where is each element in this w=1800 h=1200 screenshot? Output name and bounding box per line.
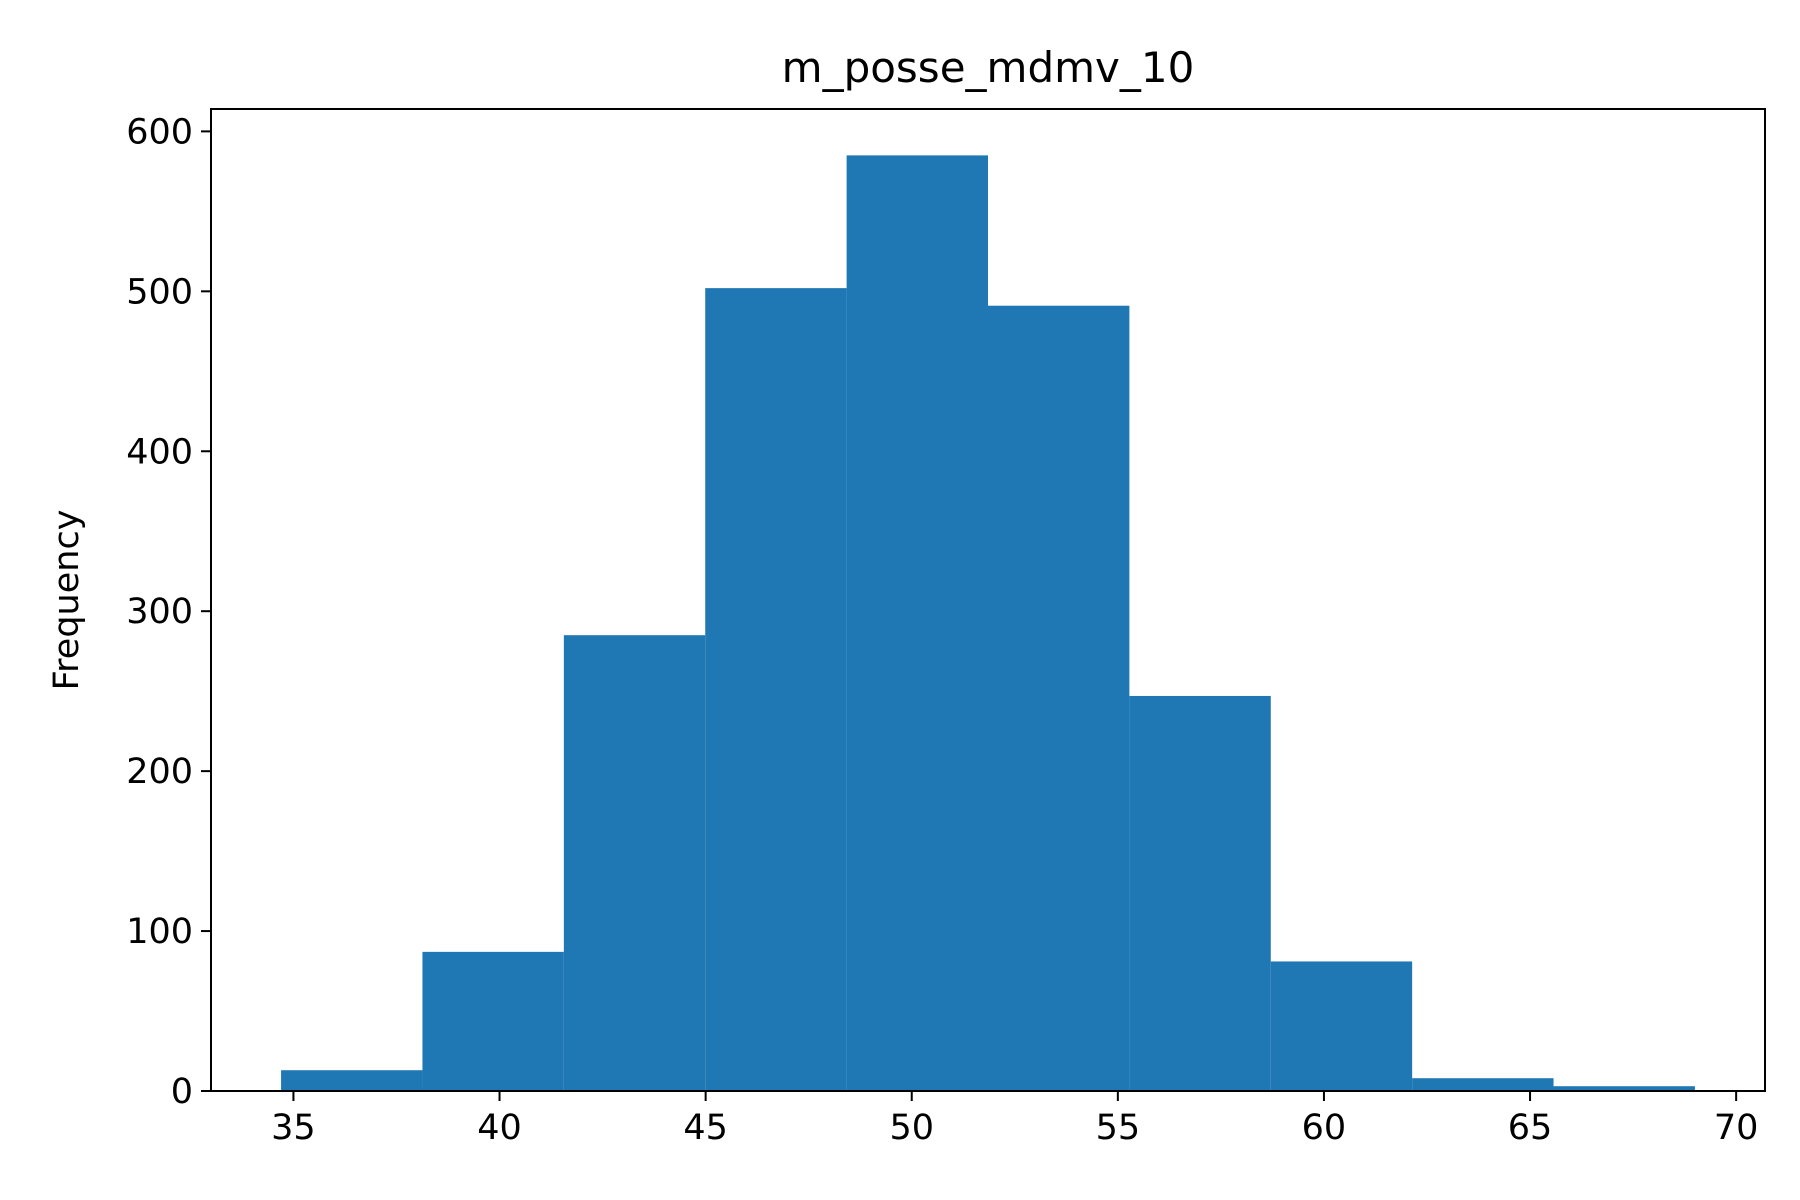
histogram-bar-9 — [1412, 1078, 1554, 1091]
x-tick-label: 60 — [1302, 1108, 1347, 1148]
histogram-bar-10 — [1553, 1086, 1695, 1091]
x-tick-label: 35 — [271, 1108, 316, 1148]
y-axis-ticks: 0 100 200 300 400 500 600 — [126, 112, 211, 1112]
histogram-bar-3 — [563, 635, 706, 1091]
histogram-bar-5 — [846, 155, 988, 1091]
histogram-bar-2 — [422, 951, 564, 1091]
histogram-bar-7 — [1129, 695, 1271, 1091]
x-tick-label: 65 — [1508, 1108, 1553, 1148]
y-axis-label: Frequency — [47, 510, 87, 691]
y-tick-label: 300 — [126, 592, 193, 632]
histogram-bar-4 — [705, 288, 847, 1091]
histogram-bar-6 — [988, 305, 1130, 1092]
chart-title: m_posse_mdmv_10 — [782, 43, 1195, 92]
x-tick-label: 70 — [1714, 1108, 1759, 1148]
x-tick-label: 50 — [889, 1108, 934, 1148]
histogram-bar-1 — [281, 1070, 423, 1091]
x-axis-ticks: 35 40 45 50 55 60 65 70 — [271, 1091, 1758, 1148]
x-tick-label: 55 — [1096, 1108, 1141, 1148]
y-tick-label: 200 — [126, 752, 193, 792]
bars-group — [281, 155, 1695, 1092]
y-tick-label: 0 — [171, 1072, 193, 1112]
y-tick-label: 600 — [126, 112, 193, 152]
y-tick-label: 500 — [126, 272, 193, 312]
y-tick-label: 400 — [126, 432, 193, 472]
x-tick-label: 40 — [477, 1108, 522, 1148]
x-tick-label: 45 — [683, 1108, 728, 1148]
plot-frame — [210, 108, 1766, 1092]
histogram-bar-8 — [1270, 961, 1413, 1091]
y-tick-label: 100 — [126, 912, 193, 952]
